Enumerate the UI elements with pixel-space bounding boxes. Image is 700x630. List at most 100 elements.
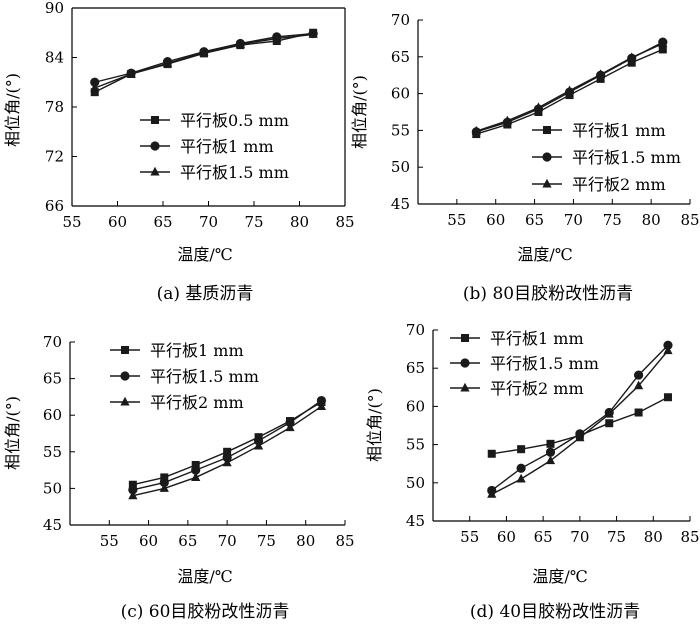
x-tick-label: 60 (139, 532, 158, 550)
data-point (90, 82, 100, 92)
data-point (285, 422, 295, 432)
data-point (545, 447, 556, 457)
x-tick-label: 80 (290, 213, 309, 231)
chart-caption: (a) 基质沥青 (157, 284, 254, 304)
x-tick-label: 65 (525, 211, 544, 229)
legend: 平行板0.5 mm 平行板1 mm 平行板1.5 mm (140, 111, 289, 182)
legend: 平行板1 mm 平行板1.5 mm 平行板2 mm (532, 121, 681, 194)
legend-marker (150, 141, 160, 151)
y-tick-label: 70 (406, 321, 425, 339)
legend-marker (460, 382, 470, 392)
data-point (663, 340, 673, 350)
y-tick-label: 65 (43, 370, 62, 388)
data-point (517, 445, 526, 454)
x-tick-label: 75 (244, 213, 263, 231)
y-tick-label: 70 (43, 333, 62, 351)
x-tick-label: 55 (460, 528, 479, 546)
data-point (471, 125, 481, 135)
x-tick-label: 65 (153, 213, 172, 231)
series-3 (471, 38, 668, 135)
data-point (223, 447, 232, 456)
data-point (222, 457, 232, 467)
x-tick-label: 70 (570, 528, 589, 546)
legend-label: 平行板1 mm (150, 341, 244, 360)
x-tick-label: 55 (100, 532, 119, 550)
data-point (160, 473, 169, 482)
legend-marker (150, 166, 160, 176)
y-tick-label: 55 (391, 121, 410, 139)
data-point (128, 480, 137, 489)
y-axis-title: 相位角/(°) (3, 396, 22, 470)
data-point (627, 52, 637, 62)
data-point (191, 472, 201, 481)
data-point (658, 38, 668, 48)
x-tick-label: 75 (257, 532, 276, 550)
x-tick-label: 80 (296, 532, 315, 550)
series-3 (487, 345, 673, 498)
y-tick-label: 90 (45, 0, 64, 17)
y-tick-label: 50 (391, 158, 410, 176)
legend: 平行板1 mm 平行板1.5 mm 平行板2 mm (110, 341, 259, 412)
chart-panel-c: 55 60 65 70 75 80 85 45 50 55 60 65 70 温度/℃ 相位角/(°) (c)… (3, 333, 355, 622)
data-point (126, 68, 136, 78)
x-tick-label: 65 (178, 532, 197, 550)
legend-marker (460, 358, 470, 368)
legend-label: 平行板1.5 mm (572, 148, 681, 167)
x-tick-label: 70 (199, 213, 218, 231)
data-point (191, 465, 201, 475)
data-point (162, 58, 173, 67)
data-point (658, 45, 667, 54)
legend-marker (121, 346, 129, 354)
x-tick-label: 75 (603, 211, 622, 229)
series-3 (90, 29, 318, 92)
data-point (316, 401, 327, 410)
legend-marker (542, 178, 552, 188)
data-point (604, 408, 614, 418)
series-3 (128, 401, 327, 500)
data-point (199, 47, 209, 57)
x-tick-label: 85 (680, 528, 699, 546)
y-tick-label: 65 (406, 359, 425, 377)
x-tick-label: 85 (335, 213, 354, 231)
x-axis-title: 温度/℃ (517, 245, 572, 264)
legend-label: 平行板1.5 mm (150, 367, 259, 386)
legend-label: 平行板1.5 mm (490, 354, 599, 373)
legend: 平行板1 mm 平行板1.5 mm 平行板2 mm (450, 329, 599, 398)
data-point (316, 395, 327, 406)
series-1 (487, 393, 672, 458)
y-tick-label: 60 (406, 397, 425, 415)
x-tick-label: 70 (564, 211, 583, 229)
chart-caption: (c) 60目胶粉改性沥青 (121, 602, 290, 622)
y-tick-label: 45 (391, 195, 410, 213)
y-tick-label: 78 (45, 98, 64, 116)
x-tick-label: 60 (108, 213, 127, 231)
chart-caption: (b) 80目胶粉改性沥青 (463, 284, 633, 304)
x-tick-label: 85 (680, 211, 699, 229)
data-point (502, 115, 512, 125)
data-point (159, 483, 169, 492)
y-tick-label: 55 (43, 443, 62, 461)
data-point (128, 485, 138, 495)
data-point (159, 477, 169, 488)
y-tick-label: 72 (45, 148, 64, 166)
legend-marker (543, 126, 551, 134)
x-tick-label: 70 (218, 532, 237, 550)
data-point (564, 85, 575, 95)
y-tick-label: 70 (391, 11, 410, 29)
y-tick-label: 45 (406, 512, 425, 530)
legend-marker (542, 152, 552, 162)
y-tick-label: 50 (406, 474, 425, 492)
y-tick-label: 65 (391, 48, 410, 66)
x-axis-title: 温度/℃ (177, 567, 232, 586)
data-point (487, 449, 496, 458)
x-tick-label: 80 (644, 528, 663, 546)
data-point (663, 393, 672, 402)
legend-label: 平行板1 mm (490, 329, 584, 348)
data-point (546, 439, 555, 448)
data-point (487, 489, 497, 498)
x-tick-label: 80 (642, 211, 661, 229)
y-tick-label: 50 (43, 479, 62, 497)
y-axis-title: 相位角/(°) (350, 75, 369, 149)
legend-label: 平行板1.5 mm (180, 163, 289, 182)
